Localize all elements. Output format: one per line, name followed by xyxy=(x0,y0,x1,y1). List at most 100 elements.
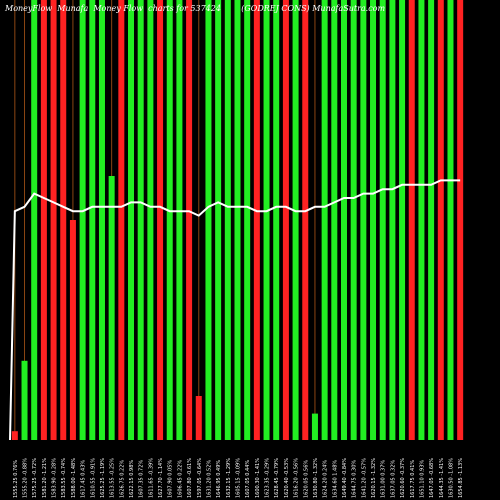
x-tick-label: 1616.20 -0.56% xyxy=(294,458,300,498)
money-flow-line xyxy=(9,179,461,441)
bar xyxy=(224,0,231,440)
x-tick-label: 1630.80 -1.32% xyxy=(313,458,319,498)
x-tick-label: 1607.05 0.44% xyxy=(245,460,251,498)
x-tick-label: 1631.00 0.37% xyxy=(381,460,387,498)
x-tick-label: 1628.45 -0.79% xyxy=(274,458,280,498)
x-tick-label: 1649.40 -0.84% xyxy=(342,458,348,498)
bar xyxy=(253,0,260,440)
bar xyxy=(408,0,415,440)
bar xyxy=(60,0,67,440)
x-tick-label: 1583.55 -0.74% xyxy=(61,458,67,498)
bar xyxy=(176,0,183,440)
x-tick-label: 1641.20 -0.57% xyxy=(361,458,367,498)
x-tick-label: 1647.05 -0.68% xyxy=(429,458,435,498)
x-tick-label: 1625.25 -1.19% xyxy=(100,458,106,498)
chart-title: MoneyFlow Munafa Money Flow charts for 5… xyxy=(5,4,221,13)
bar xyxy=(40,0,47,440)
bar xyxy=(50,0,57,440)
bar xyxy=(399,0,406,440)
x-tick-label: 1637.05 0.32% xyxy=(390,460,396,498)
bar xyxy=(360,0,367,440)
x-tick-label: 1620.05 0.56% xyxy=(303,460,309,498)
x-tick-label: 1611.65 -0.39% xyxy=(148,458,154,498)
bar xyxy=(69,220,76,440)
bar xyxy=(205,0,212,440)
bar xyxy=(282,0,289,440)
bar xyxy=(321,0,328,440)
bar xyxy=(311,413,318,440)
x-tick-label: 1605.15 -0.09% xyxy=(236,458,242,498)
bar xyxy=(418,0,425,440)
x-tick-label: 1610.55 -0.91% xyxy=(90,458,96,498)
bar xyxy=(79,0,86,440)
bar xyxy=(437,0,444,440)
bar xyxy=(186,0,193,440)
bar xyxy=(302,0,309,440)
x-tick-label: 1622.15 0.98% xyxy=(129,460,135,498)
x-tick-label: 1588.00 -1.48% xyxy=(71,458,77,498)
x-tick-label: 1646.95 0.49% xyxy=(216,460,222,498)
chart-bars xyxy=(11,0,464,440)
x-tick-label: 1623.35 -0.29% xyxy=(265,458,271,498)
x-tick-label: 1644.75 0.30% xyxy=(352,460,358,498)
bar xyxy=(21,360,28,440)
x-tick-labels: 1555.25 0.76% 1555.20 -0.88% 1575.25 -0.72… xyxy=(13,458,464,498)
bar xyxy=(273,0,280,440)
x-tick-label: 1607.80 -0.61% xyxy=(187,458,193,498)
bar xyxy=(195,396,202,440)
bar xyxy=(389,0,396,440)
x-tick-label: 1613.55 -0.25% xyxy=(110,458,116,498)
x-tick-label: 1606.45 0.22% xyxy=(177,460,183,498)
x-tick-label: 1607.90 0.05% xyxy=(168,460,174,498)
x-tick-label: 1620.15 -1.32% xyxy=(371,458,377,498)
bar xyxy=(457,0,464,440)
bar xyxy=(263,0,270,440)
x-tick-label: 1630.50 -1.08% xyxy=(448,458,454,498)
x-tick-label: 1632.15 -1.29% xyxy=(226,458,232,498)
x-tick-label: 1634.60 1.48% xyxy=(332,460,338,498)
x-tick-label: 1583.90 -0.28% xyxy=(52,458,58,498)
x-tick-label: 1581.20 -1.21% xyxy=(42,458,48,498)
bar xyxy=(147,0,154,440)
x-tick-label: 1617.75 0.41% xyxy=(410,460,416,498)
x-tick-label: 1555.20 -0.88% xyxy=(23,458,29,498)
bar xyxy=(11,431,18,440)
bar xyxy=(340,0,347,440)
x-tick-label: 1631.20 0.52% xyxy=(206,460,212,498)
x-tick-label: 1620.40 -0.53% xyxy=(284,458,290,498)
x-tick-label: 1651.10 0.93% xyxy=(419,460,425,498)
bar xyxy=(128,0,135,440)
x-tick-label: 1607.35 0.72% xyxy=(139,460,145,498)
bar xyxy=(331,0,338,440)
x-tick-label: 1575.25 -0.72% xyxy=(32,458,38,498)
x-tick-label: 1644.35 -1.41% xyxy=(439,458,445,498)
bar xyxy=(350,0,357,440)
bar xyxy=(118,0,125,440)
chart-subtitle: (GODREJ CONS) MunafaSutra.com xyxy=(241,4,386,13)
x-tick-label: 1624.20 0.24% xyxy=(323,460,329,498)
bar xyxy=(98,0,105,440)
x-tick-label: 1597.05 -0.64% xyxy=(197,458,203,498)
x-tick-label: 1627.70 -1.14% xyxy=(158,458,164,498)
x-tick-label: 1617.45 0.43% xyxy=(81,460,87,498)
bar xyxy=(31,0,38,440)
x-tick-label: 1555.25 0.76% xyxy=(13,460,19,498)
x-tick-label: 1600.30 -1.41% xyxy=(255,458,261,498)
bar xyxy=(166,0,173,440)
bar xyxy=(292,0,299,440)
bar xyxy=(428,0,435,440)
bar xyxy=(234,0,241,440)
bar xyxy=(370,0,377,440)
bar xyxy=(137,0,144,440)
bar xyxy=(215,0,222,440)
bar xyxy=(447,0,454,440)
bar xyxy=(244,0,251,440)
chart-title-row: MoneyFlow Munafa Money Flow charts for 5… xyxy=(5,4,465,13)
bar xyxy=(108,176,115,440)
bar xyxy=(379,0,386,440)
x-tick-label: 1654.85 -1.13% xyxy=(458,458,464,498)
bar xyxy=(157,0,164,440)
x-tick-label: 1620.60 -0.37% xyxy=(400,458,406,498)
x-tick-label: 1626.75 0.22% xyxy=(119,460,125,498)
